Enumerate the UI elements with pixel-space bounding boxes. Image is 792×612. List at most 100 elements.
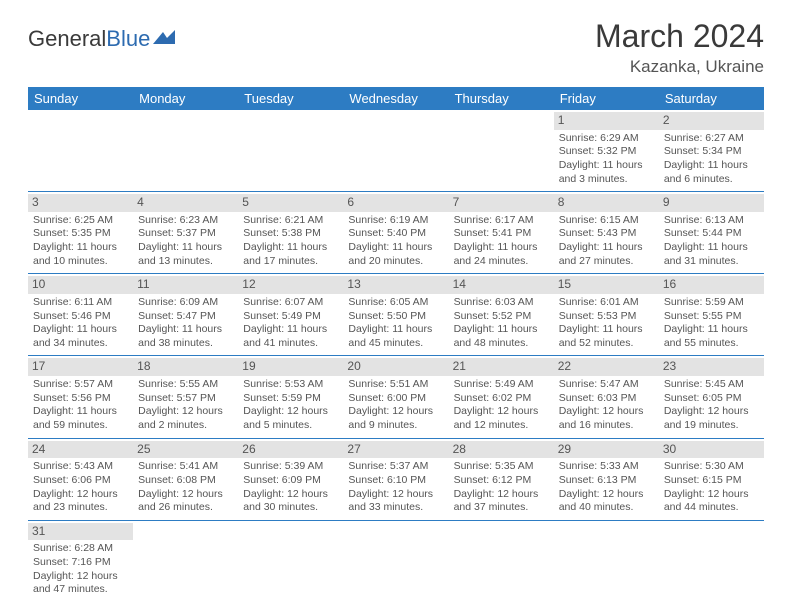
daylight-text: Daylight: 12 hours and 40 minutes. [559,488,654,515]
day-number: 8 [554,194,659,212]
calendar-cell [449,520,554,602]
sunrise-text: Sunrise: 6:28 AM [33,542,128,556]
weekday-header-row: Sunday Monday Tuesday Wednesday Thursday… [28,87,764,110]
calendar-cell: 3Sunrise: 6:25 AMSunset: 5:35 PMDaylight… [28,192,133,274]
calendar-cell: 25Sunrise: 5:41 AMSunset: 6:08 PMDayligh… [133,438,238,520]
sunrise-text: Sunrise: 6:07 AM [243,296,338,310]
sunset-text: Sunset: 5:46 PM [33,310,128,324]
sunset-text: Sunset: 6:05 PM [664,392,759,406]
sunset-text: Sunset: 5:56 PM [33,392,128,406]
sunrise-text: Sunrise: 5:37 AM [348,460,443,474]
day-number: 21 [449,358,554,376]
daylight-text: Daylight: 11 hours and 45 minutes. [348,323,443,350]
calendar-row: 31Sunrise: 6:28 AMSunset: 7:16 PMDayligh… [28,520,764,602]
daylight-text: Daylight: 11 hours and 24 minutes. [454,241,549,268]
sunrise-text: Sunrise: 5:35 AM [454,460,549,474]
daylight-text: Daylight: 11 hours and 38 minutes. [138,323,233,350]
sunset-text: Sunset: 6:06 PM [33,474,128,488]
daylight-text: Daylight: 12 hours and 16 minutes. [559,405,654,432]
calendar-cell: 20Sunrise: 5:51 AMSunset: 6:00 PMDayligh… [343,356,448,438]
sunset-text: Sunset: 6:02 PM [454,392,549,406]
calendar-cell: 13Sunrise: 6:05 AMSunset: 5:50 PMDayligh… [343,274,448,356]
sunrise-text: Sunrise: 5:59 AM [664,296,759,310]
day-number: 15 [554,276,659,294]
location: Kazanka, Ukraine [595,57,764,77]
sunrise-text: Sunrise: 6:03 AM [454,296,549,310]
calendar-cell: 6Sunrise: 6:19 AMSunset: 5:40 PMDaylight… [343,192,448,274]
sunrise-text: Sunrise: 6:09 AM [138,296,233,310]
calendar-cell: 19Sunrise: 5:53 AMSunset: 5:59 PMDayligh… [238,356,343,438]
sunrise-text: Sunrise: 6:29 AM [559,132,654,146]
calendar-cell: 16Sunrise: 5:59 AMSunset: 5:55 PMDayligh… [659,274,764,356]
calendar-cell: 4Sunrise: 6:23 AMSunset: 5:37 PMDaylight… [133,192,238,274]
calendar-row: 17Sunrise: 5:57 AMSunset: 5:56 PMDayligh… [28,356,764,438]
day-number: 19 [238,358,343,376]
calendar-cell [133,520,238,602]
sunrise-text: Sunrise: 6:15 AM [559,214,654,228]
weekday-header: Monday [133,87,238,110]
daylight-text: Daylight: 12 hours and 44 minutes. [664,488,759,515]
calendar-row: 24Sunrise: 5:43 AMSunset: 6:06 PMDayligh… [28,438,764,520]
daylight-text: Daylight: 11 hours and 10 minutes. [33,241,128,268]
calendar-table: Sunday Monday Tuesday Wednesday Thursday… [28,87,764,602]
day-number: 29 [554,441,659,459]
day-number: 9 [659,194,764,212]
calendar-cell: 9Sunrise: 6:13 AMSunset: 5:44 PMDaylight… [659,192,764,274]
weekday-header: Wednesday [343,87,448,110]
day-number: 20 [343,358,448,376]
calendar-cell: 18Sunrise: 5:55 AMSunset: 5:57 PMDayligh… [133,356,238,438]
sunset-text: Sunset: 5:38 PM [243,227,338,241]
calendar-cell: 12Sunrise: 6:07 AMSunset: 5:49 PMDayligh… [238,274,343,356]
sunset-text: Sunset: 5:53 PM [559,310,654,324]
calendar-row: 1Sunrise: 6:29 AMSunset: 5:32 PMDaylight… [28,110,764,192]
calendar-cell: 31Sunrise: 6:28 AMSunset: 7:16 PMDayligh… [28,520,133,602]
weekday-header: Saturday [659,87,764,110]
daylight-text: Daylight: 11 hours and 17 minutes. [243,241,338,268]
day-number: 3 [28,194,133,212]
day-number: 14 [449,276,554,294]
day-number: 22 [554,358,659,376]
calendar-row: 10 Sunrise: 6:11 AMSunset: 5:46 PM Dayligh… [28,274,764,356]
sunset-text: Sunset: 6:15 PM [664,474,759,488]
sunrise-text: Sunrise: 6:19 AM [348,214,443,228]
day-number: 27 [343,441,448,459]
day-number: 18 [133,358,238,376]
sunset-text: Sunset: 5:59 PM [243,392,338,406]
sunrise-text: Sunrise: 5:30 AM [664,460,759,474]
daylight-text: Daylight: 11 hours and 27 minutes. [559,241,654,268]
daylight-text: Daylight: 12 hours and 2 minutes. [138,405,233,432]
sunset-text: Sunset: 6:03 PM [559,392,654,406]
day-number: 11 [133,276,238,294]
day-number: 24 [28,441,133,459]
calendar-cell: 24Sunrise: 5:43 AMSunset: 6:06 PMDayligh… [28,438,133,520]
daylight-text: Daylight: 12 hours and 19 minutes. [664,405,759,432]
day-number: 2 [659,112,764,130]
sunset-text: Sunset: 5:47 PM [138,310,233,324]
sunrise-text: Sunrise: 5:57 AM [33,378,128,392]
daylight-text: Daylight: 12 hours and 9 minutes. [348,405,443,432]
sunrise-text: Sunrise: 6:11 AM [33,296,128,310]
daylight-text: Daylight: 11 hours and 13 minutes. [138,241,233,268]
sunrise-text: Sunrise: 5:55 AM [138,378,233,392]
daylight-text: Daylight: 11 hours and 59 minutes. [33,405,128,432]
daylight-text: Daylight: 12 hours and 23 minutes. [33,488,128,515]
calendar-cell [238,110,343,192]
day-number: 26 [238,441,343,459]
calendar-cell: 2Sunrise: 6:27 AMSunset: 5:34 PMDaylight… [659,110,764,192]
daylight-text: Daylight: 12 hours and 37 minutes. [454,488,549,515]
weekday-header: Tuesday [238,87,343,110]
sunset-text: Sunset: 7:16 PM [33,556,128,570]
daylight-text: Daylight: 12 hours and 30 minutes. [243,488,338,515]
calendar-cell [238,520,343,602]
sunrise-text: Sunrise: 5:45 AM [664,378,759,392]
day-number: 10 [28,276,133,294]
sunset-text: Sunset: 5:34 PM [664,145,759,159]
daylight-text: Daylight: 12 hours and 33 minutes. [348,488,443,515]
sunset-text: Sunset: 5:43 PM [559,227,654,241]
calendar-cell: 17Sunrise: 5:57 AMSunset: 5:56 PMDayligh… [28,356,133,438]
daylight-text: Daylight: 11 hours and 3 minutes. [559,159,654,186]
day-number: 16 [659,276,764,294]
daylight-text: Daylight: 11 hours and 41 minutes. [243,323,338,350]
daylight-text: Daylight: 11 hours and 48 minutes. [454,323,549,350]
daylight-text: Daylight: 11 hours and 6 minutes. [664,159,759,186]
